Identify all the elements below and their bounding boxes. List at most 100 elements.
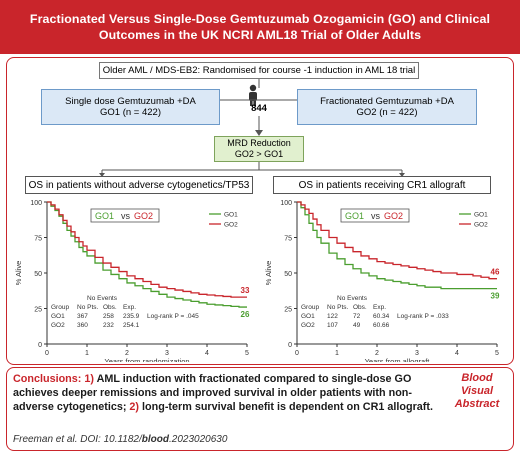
y-tick-label: 100 <box>30 200 42 207</box>
series-line-go2 <box>297 201 497 280</box>
conclusions-text: Conclusions: 1) AML induction with fract… <box>13 372 433 414</box>
table-cell: 235.9 <box>123 313 140 320</box>
title-banner: Fractionated Versus Single-Dose Gemtuzum… <box>0 0 520 54</box>
comparison-go2: GO2 <box>134 211 153 221</box>
series-line-go1 <box>297 201 497 290</box>
conclusion-1-number: 1) <box>84 373 94 385</box>
table-cell: 258 <box>103 313 114 320</box>
table-cell: GO1 <box>301 313 315 320</box>
logrank-p: Log-rank P = .045 <box>147 313 199 320</box>
table-cell: 60.66 <box>373 322 390 329</box>
badge-line-2: Visual <box>461 385 493 397</box>
table-column-header: Obs. <box>353 304 367 311</box>
table-cell: 72 <box>353 313 361 320</box>
y-tick-label: 100 <box>280 200 292 207</box>
y-tick-label: 75 <box>284 236 292 243</box>
total-n: 844 <box>239 101 279 115</box>
table-cell: GO1 <box>51 313 65 320</box>
comparison-go1: GO1 <box>95 211 114 221</box>
table-column-header: Exp. <box>373 304 386 311</box>
legend-label-go1: GO1 <box>474 212 488 219</box>
y-axis-label: % Alive <box>14 261 23 286</box>
arm-single-dose-label: Single dose Gemtuzumab +DA <box>65 96 196 107</box>
x-tick-label: 1 <box>335 350 339 357</box>
table-cell: GO2 <box>51 322 65 329</box>
x-tick-label: 4 <box>455 350 459 357</box>
table-cell: 107 <box>327 322 338 329</box>
table-column-header: Obs. <box>103 304 117 311</box>
table-events-header: No Events <box>87 295 118 302</box>
y-tick-label: 75 <box>34 236 42 243</box>
blood-visual-abstract-badge: Blood Visual Abstract <box>447 372 507 411</box>
panel-title-left: OS in patients without adverse cytogenet… <box>25 176 253 194</box>
comparison-vs: vs <box>371 211 381 221</box>
table-column-header: Group <box>51 304 69 311</box>
legend-label-go2: GO2 <box>474 222 488 229</box>
legend-label-go2: GO2 <box>224 222 238 229</box>
population-box: Older AML / MDS-EB2: Randomised for cour… <box>99 62 419 79</box>
logrank-p: Log-rank P = .033 <box>397 313 449 320</box>
comparison-box <box>90 208 160 223</box>
mrd-result: GO2 > GO1 <box>234 149 284 159</box>
person-icon <box>249 84 257 106</box>
x-tick-label: 3 <box>415 350 419 357</box>
end-label-go2: 46 <box>491 268 500 277</box>
x-tick-label: 5 <box>495 350 499 357</box>
legend-label-go1: GO1 <box>224 212 238 219</box>
doi-suffix: .2023020630 <box>169 434 228 445</box>
end-label-go1: 26 <box>241 310 250 319</box>
conclusions-label: Conclusions: <box>13 373 82 385</box>
x-tick-label: 2 <box>375 350 379 357</box>
y-tick-label: 0 <box>288 342 292 349</box>
chart-right-title: OS in patients receiving CR1 allograft <box>298 179 466 191</box>
arm-single-dose-box: Single dose Gemtuzumab +DA GO1 (n = 422) <box>41 89 220 125</box>
conclusion-2-number: 2) <box>129 401 140 413</box>
x-axis-label: Years from randomization <box>104 357 189 362</box>
y-tick-label: 25 <box>34 307 42 314</box>
y-tick-label: 50 <box>34 271 42 278</box>
panel-title-right: OS in patients receiving CR1 allograft <box>273 176 491 194</box>
table-column-header: No Pts. <box>77 304 99 311</box>
arm-single-dose-n: GO1 (n = 422) <box>100 107 161 118</box>
y-tick-label: 25 <box>284 307 292 314</box>
table-cell: 60.34 <box>373 313 390 320</box>
comparison-box <box>340 208 410 223</box>
x-tick-label: 1 <box>85 350 89 357</box>
arm-fractionated-n: GO2 (n = 422) <box>356 107 418 118</box>
doi-prefix: Freeman et al. DOI: 10.1182/ <box>13 434 142 445</box>
table-events-header: No Events <box>337 295 368 302</box>
arm-fractionated-label: Fractionated Gemtuzumab +DA <box>320 96 454 107</box>
table-column-header: No Pts. <box>327 304 349 311</box>
y-tick-label: 50 <box>284 271 292 278</box>
badge-line-3: Abstract <box>454 398 500 410</box>
x-tick-label: 2 <box>125 350 129 357</box>
km-chart-left: 0 25 50 75 100 0 1 2 3 4 5 Years from randomization… <box>14 200 250 362</box>
badge-line-1: Blood <box>461 372 493 384</box>
y-tick-label: 0 <box>38 342 42 349</box>
table-cell: 254.1 <box>123 322 140 329</box>
total-n-value: 844 <box>251 102 267 114</box>
x-tick-label: 0 <box>295 350 299 357</box>
chart-left-title: OS in patients without adverse cytogenet… <box>28 179 250 191</box>
results-panel: Older AML / MDS-EB2: Randomised for cour… <box>6 57 514 365</box>
table-column-header: Group <box>301 304 319 311</box>
table-cell: 232 <box>103 322 114 329</box>
mrd-label: MRD Reduction <box>227 138 291 148</box>
end-label-go2: 33 <box>241 286 250 295</box>
table-cell: GO2 <box>301 322 315 329</box>
table-cell: 360 <box>77 322 88 329</box>
comparison-go2: GO2 <box>384 211 403 221</box>
page-title: Fractionated Versus Single-Dose Gemtuzum… <box>29 12 491 42</box>
y-axis-label: % Alive <box>264 261 273 286</box>
x-axis-label: Years from allograft <box>365 357 431 362</box>
conclusions-panel: Conclusions: 1) AML induction with fract… <box>6 367 514 451</box>
table-cell: 122 <box>327 313 338 320</box>
flow-connectors <box>99 79 405 177</box>
doi-journal: blood <box>141 434 169 445</box>
population-text: Older AML / MDS-EB2: Randomised for cour… <box>102 65 416 76</box>
doi-citation: Freeman et al. DOI: 10.1182/blood.202302… <box>13 434 227 445</box>
end-label-go1: 39 <box>491 292 500 301</box>
x-tick-label: 3 <box>165 350 169 357</box>
series-line-go2 <box>47 201 247 298</box>
comparison-go1: GO1 <box>345 211 364 221</box>
